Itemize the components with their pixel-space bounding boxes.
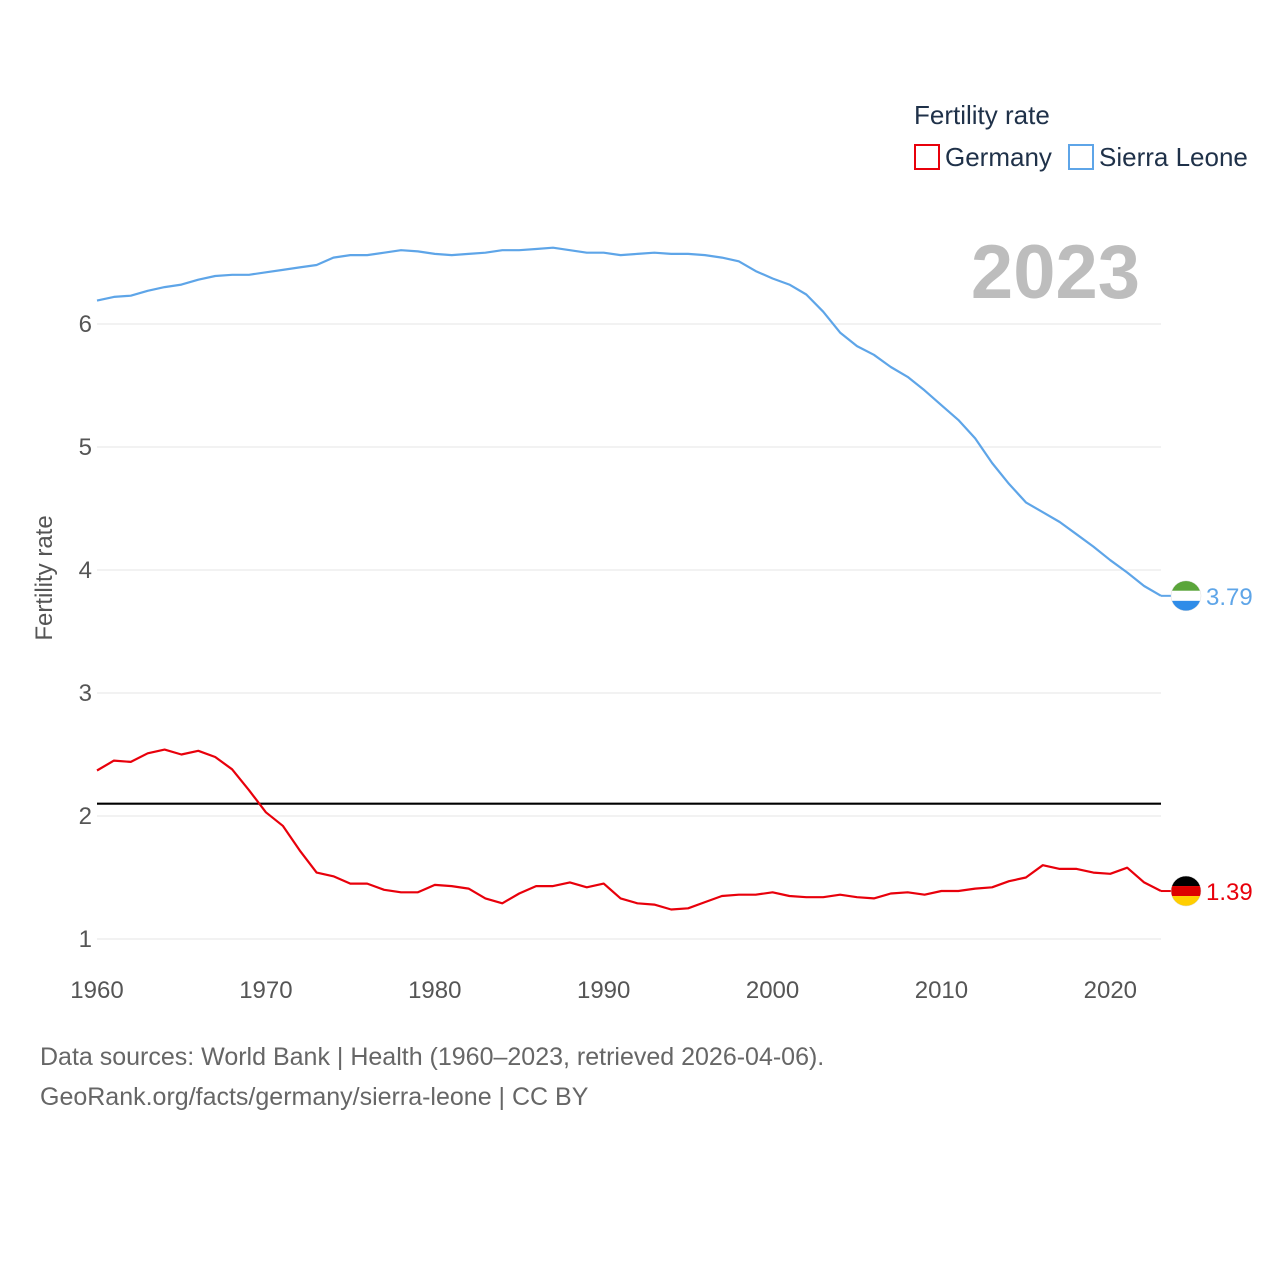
y-tick-label: 6 [79,311,92,338]
y-tick-label: 3 [79,680,92,707]
end-value-germany: 1.39 [1206,879,1253,906]
germany-flag-icon [1170,875,1202,907]
x-tick-label: 2000 [746,977,799,1004]
series-line-sierra-leone[interactable] [96,246,1162,597]
y-tick-label: 4 [79,557,92,584]
y-axis-title: Fertility rate [31,515,58,640]
gridlines [97,323,1161,940]
current-year-label: 2023 [971,230,1140,315]
y-tick-label: 2 [79,803,92,830]
y-tick-label: 5 [79,434,92,461]
x-axis-ticks: 1960 1970 1980 1990 2000 2010 2020 [70,977,1137,1004]
x-tick-label: 2010 [915,977,968,1004]
series-lines [96,246,1162,911]
x-tick-label: 1970 [239,977,292,1004]
legend: Fertility rate Germany Sierra Leone [914,100,1248,172]
series-line-germany[interactable] [96,748,1162,911]
legend-label-sierra-leone[interactable]: Sierra Leone [1099,142,1248,172]
legend-label-germany[interactable]: Germany [945,142,1052,172]
legend-title: Fertility rate [914,100,1050,130]
x-tick-label: 1990 [577,977,630,1004]
x-tick-label: 2020 [1084,977,1137,1004]
end-value-sierra-leone: 3.79 [1206,584,1253,611]
x-tick-label: 1980 [408,977,461,1004]
footer-source: Data sources: World Bank | Health (1960–… [40,1043,825,1071]
x-tick-label: 1960 [70,977,123,1004]
y-axis-ticks: 1 2 3 4 5 6 [79,311,92,953]
sierra-leone-flag-icon [1170,580,1202,612]
footer-attribution: GeoRank.org/facts/germany/sierra-leone |… [40,1083,589,1111]
y-tick-label: 1 [79,926,92,953]
legend-swatch-sierra-leone[interactable] [1068,144,1094,170]
end-markers: 1.39 3.79 [1161,580,1253,907]
legend-swatch-germany[interactable] [914,144,940,170]
